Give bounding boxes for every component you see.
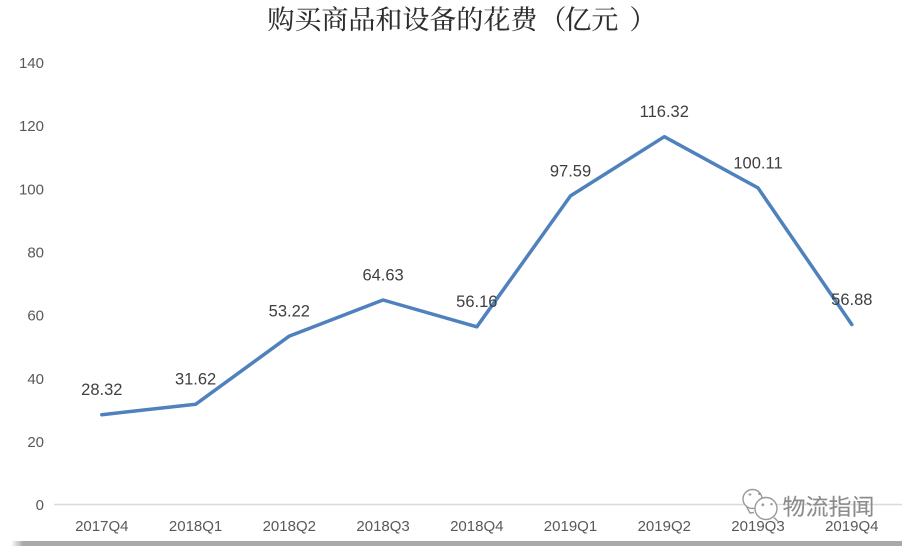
svg-text:2018Q1: 2018Q1: [169, 518, 222, 535]
svg-text:0: 0: [36, 497, 44, 514]
svg-text:97.59: 97.59: [550, 162, 591, 180]
svg-text:2019Q4: 2019Q4: [825, 518, 878, 535]
svg-text:100.11: 100.11: [733, 154, 782, 172]
svg-text:56.88: 56.88: [831, 291, 872, 309]
svg-text:100: 100: [19, 181, 44, 198]
svg-text:120: 120: [19, 118, 44, 135]
svg-text:28.32: 28.32: [81, 381, 122, 399]
svg-text:56.16: 56.16: [456, 293, 497, 311]
svg-text:2017Q4: 2017Q4: [75, 518, 128, 535]
svg-text:2018Q2: 2018Q2: [263, 518, 316, 535]
svg-text:140: 140: [19, 55, 44, 72]
svg-text:2019Q2: 2019Q2: [638, 518, 691, 535]
svg-text:60: 60: [27, 308, 44, 325]
svg-text:2018Q3: 2018Q3: [356, 518, 409, 535]
svg-text:80: 80: [27, 245, 44, 262]
svg-text:64.63: 64.63: [362, 266, 403, 284]
svg-text:2019Q3: 2019Q3: [731, 518, 784, 535]
svg-text:40: 40: [27, 371, 44, 388]
svg-text:2019Q1: 2019Q1: [544, 518, 597, 535]
svg-text:20: 20: [27, 434, 44, 451]
svg-text:53.22: 53.22: [269, 303, 310, 321]
svg-text:2018Q4: 2018Q4: [450, 518, 503, 535]
svg-text:31.62: 31.62: [175, 371, 216, 389]
svg-text:116.32: 116.32: [640, 103, 689, 121]
